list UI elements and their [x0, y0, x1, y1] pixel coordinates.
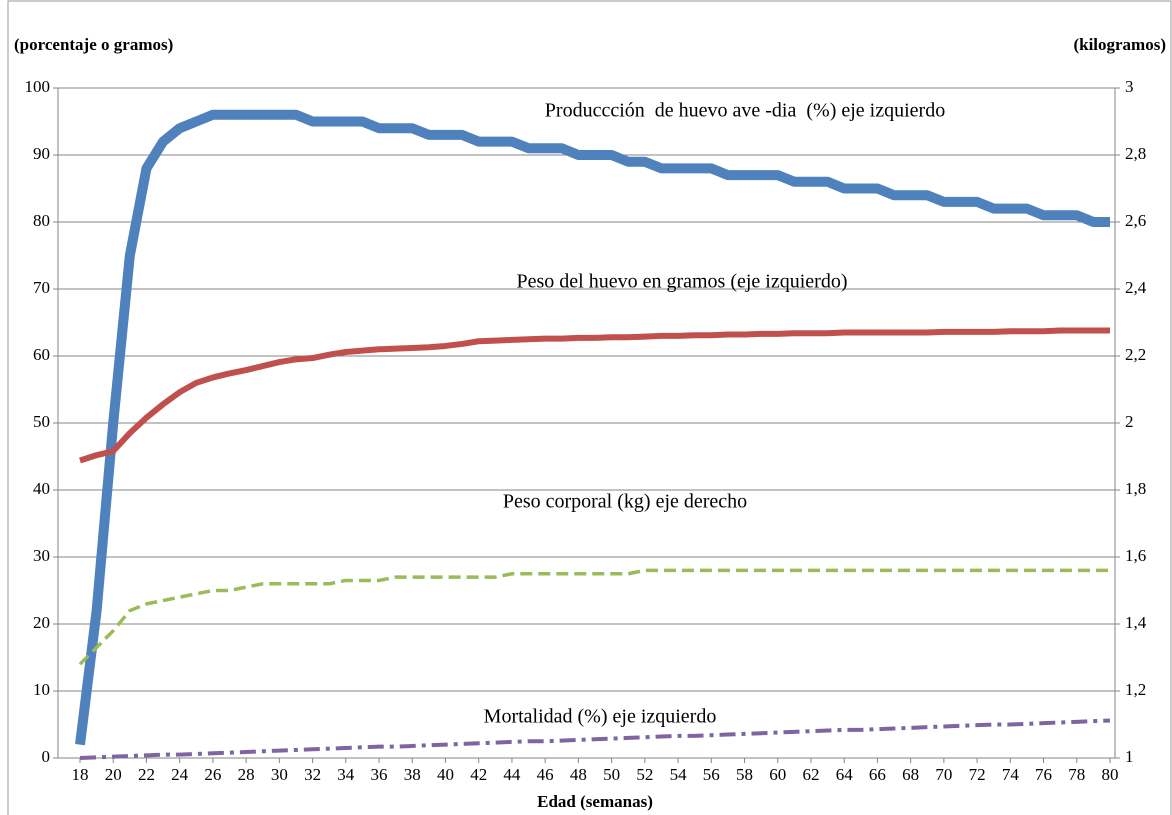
y2-tick-label: 1,4 [1125, 613, 1147, 632]
x-tick-label: 34 [337, 765, 355, 784]
x-tick-label: 28 [238, 765, 255, 784]
y-tick-label: 50 [33, 412, 50, 431]
y2-tick-label: 3 [1125, 77, 1134, 96]
x-tick-label: 66 [869, 765, 886, 784]
y-axis-title: (porcentaje o gramos) [14, 35, 173, 54]
x-tick-label: 42 [470, 765, 487, 784]
x-tick-label: 60 [769, 765, 786, 784]
y2-tick-label: 2,8 [1125, 144, 1146, 163]
y-tick-label: 90 [33, 144, 50, 163]
y-tick-label: 30 [33, 546, 50, 565]
x-tick-label: 54 [670, 765, 688, 784]
chart-border [7, 0, 1172, 815]
y-tick-label: 60 [33, 345, 50, 364]
series-line [78, 568, 1110, 666]
y2-tick-label: 2 [1125, 412, 1134, 431]
x-tick-label: 24 [171, 765, 189, 784]
x-tick-label: 32 [304, 765, 321, 784]
x-tick-label: 72 [969, 765, 986, 784]
series-annotation: Peso corporal (kg) eje derecho [503, 491, 747, 513]
x-tick-label: 76 [1035, 765, 1052, 784]
x-tick-label: 70 [935, 765, 952, 784]
x-tick-label: 58 [736, 765, 753, 784]
y-tick-label: 40 [33, 479, 50, 498]
x-tick-label: 78 [1068, 765, 1085, 784]
y2-tick-label: 1,2 [1125, 680, 1146, 699]
x-tick-label: 26 [204, 765, 221, 784]
y2-tick-label: 2,4 [1125, 278, 1147, 297]
x-tick-label: 38 [404, 765, 421, 784]
y-tick-label: 100 [25, 77, 51, 96]
x-tick-label: 56 [703, 765, 720, 784]
x-tick-label: 62 [802, 765, 819, 784]
y-tick-label: 20 [33, 613, 50, 632]
x-tick-label: 40 [437, 765, 454, 784]
y-tick-label: 70 [33, 278, 50, 297]
x-axis-title: Edad (semanas) [537, 792, 653, 811]
series-annotation: Peso del huevo en gramos (eje izquierdo) [516, 271, 847, 293]
x-tick-label: 48 [570, 765, 587, 784]
series-annotation: Produccción de huevo ave -dia (%) eje iz… [545, 100, 945, 122]
y2-tick-label: 1,8 [1125, 479, 1146, 498]
series-line [79, 327, 1110, 464]
y-tick-label: 10 [33, 680, 50, 699]
series-line [75, 109, 1110, 746]
y2-tick-label: 2,6 [1125, 211, 1146, 230]
y2-tick-label: 1 [1125, 747, 1134, 766]
x-tick-label: 46 [537, 765, 554, 784]
y2-tick-label: 1,6 [1125, 546, 1146, 565]
x-tick-label: 52 [636, 765, 653, 784]
x-tick-label: 18 [72, 765, 89, 784]
x-tick-label: 44 [503, 765, 521, 784]
x-tick-label: 30 [271, 765, 288, 784]
x-tick-label: 22 [138, 765, 155, 784]
x-tick-label: 68 [902, 765, 919, 784]
series-line [79, 718, 1111, 760]
x-tick-label: 74 [1002, 765, 1020, 784]
x-tick-label: 36 [371, 765, 388, 784]
y-tick-label: 80 [33, 211, 50, 230]
x-tick-label: 64 [836, 765, 854, 784]
x-tick-label: 20 [105, 765, 122, 784]
x-tick-label: 50 [603, 765, 620, 784]
x-tick-label: 80 [1102, 765, 1119, 784]
y-tick-label: 0 [42, 747, 51, 766]
y2-axis-title: (kilogramos) [1073, 35, 1166, 54]
y2-tick-label: 2,2 [1125, 345, 1146, 364]
series-annotation: Mortalidad (%) eje izquierdo [484, 706, 717, 728]
